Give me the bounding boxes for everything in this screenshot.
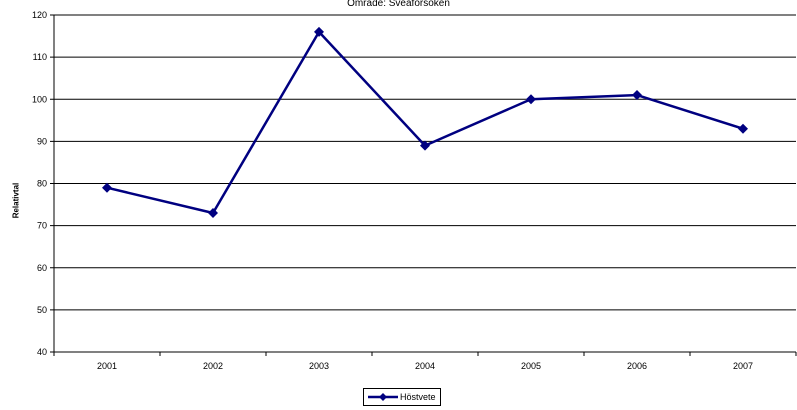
- data-point-marker: [208, 207, 218, 218]
- x-tick-label: 2001: [97, 361, 117, 371]
- x-tick-label: 2006: [627, 361, 647, 371]
- y-axis-label: Relativtal: [11, 182, 21, 219]
- data-point-marker: [632, 90, 642, 101]
- y-tick-label: 70: [37, 221, 47, 231]
- legend-swatch: [368, 393, 398, 401]
- y-tick-label: 120: [32, 10, 47, 20]
- chart-title: Område: Sveaförsöken: [347, 0, 450, 9]
- series-line: [106, 30, 744, 215]
- y-tick-label: 80: [37, 179, 47, 189]
- y-tick-labels: 40 50 60 70 80 90 100 110 120: [32, 10, 47, 357]
- series-group: [102, 26, 748, 218]
- data-point-marker: [102, 182, 112, 193]
- axes: [50, 14, 797, 356]
- x-tick-label: 2007: [733, 361, 753, 371]
- y-tick-label: 40: [37, 347, 47, 357]
- x-tick-label: 2005: [521, 361, 541, 371]
- y-tick-label: 60: [37, 263, 47, 273]
- gridlines: [54, 14, 796, 311]
- y-tick-label: 50: [37, 305, 47, 315]
- y-tick-label: 90: [37, 136, 47, 146]
- legend-label: Höstvete: [400, 392, 436, 402]
- legend: Höstvete: [363, 388, 441, 406]
- x-tick-labels: 2001 2002 2003 2004 2005 2006 2007: [97, 361, 753, 371]
- x-tick-label: 2002: [203, 361, 223, 371]
- x-tick-label: 2004: [415, 361, 435, 371]
- y-tick-label: 100: [32, 94, 47, 104]
- data-point-marker: [314, 26, 324, 37]
- data-point-marker: [420, 140, 430, 151]
- y-tick-label: 110: [33, 52, 47, 62]
- data-point-marker: [526, 94, 536, 105]
- data-point-marker: [738, 123, 748, 134]
- x-tick-label: 2003: [309, 361, 329, 371]
